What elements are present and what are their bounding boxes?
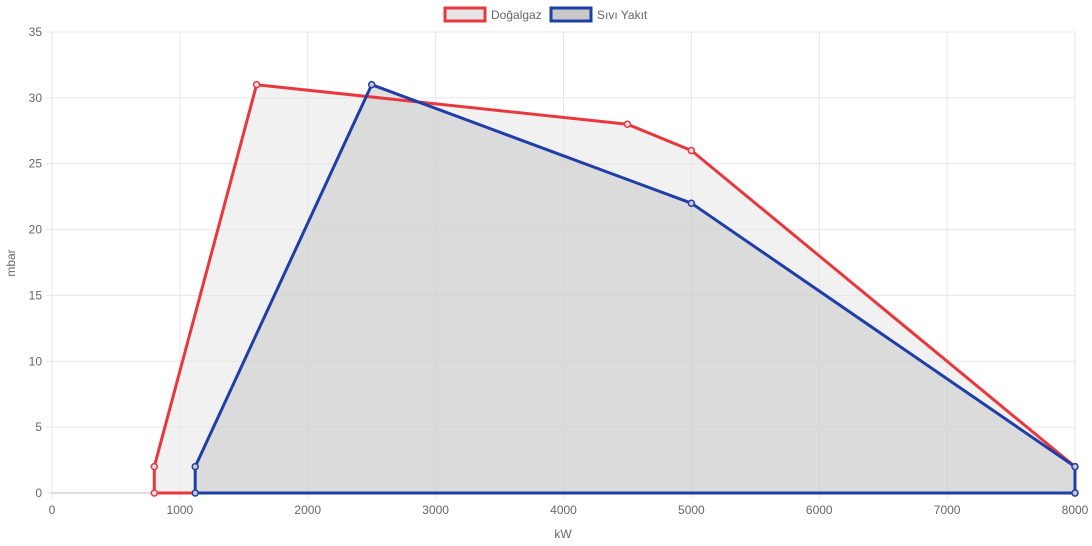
x-axis-title: kW [554,527,572,541]
y-tick-label: 20 [29,223,43,237]
x-tick-labels: 0 1000 2000 3000 4000 5000 6000 7000 8000 [49,503,1089,517]
series-fill-sivi-yakit [195,84,1075,493]
x-tick-label: 4000 [550,503,577,517]
y-axis-title: mbar [4,249,18,276]
x-tick-label: 6000 [806,503,833,517]
y-tick-label: 25 [29,157,43,171]
y-tick-label: 0 [35,486,42,500]
x-tick-label: 1000 [167,503,194,517]
legend-label-sivi-yakit: Sıvı Yakıt [597,8,648,22]
legend-swatch-sivi-yakit [549,6,593,23]
data-point-sivi-yakit[interactable] [1071,462,1079,471]
legend-item-sivi-yakit[interactable]: Sıvı Yakıt [549,6,648,23]
data-point-sivi-yakit[interactable] [191,462,199,471]
x-tick-label: 5000 [678,503,705,517]
data-point-dogalgaz[interactable] [687,146,696,155]
legend: Doğalgaz Sıvı Yakıt [443,6,648,23]
data-point-sivi-yakit[interactable] [1071,489,1079,497]
y-tick-labels: 0 5 10 15 20 25 30 35 [29,25,43,500]
data-point-dogalgaz[interactable] [252,80,261,89]
y-tick-label: 5 [35,420,42,434]
legend-swatch-dogalgaz [443,6,487,23]
y-tick-label: 15 [29,288,43,302]
data-point-sivi-yakit[interactable] [687,199,696,207]
data-point-dogalgaz[interactable] [623,120,632,128]
data-point-dogalgaz[interactable] [150,489,159,497]
data-point-dogalgaz[interactable] [150,462,159,471]
legend-label-dogalgaz: Doğalgaz [491,8,542,22]
data-point-sivi-yakit[interactable] [367,80,376,89]
y-tick-label: 30 [29,91,43,105]
series-fills [154,84,1076,493]
x-tick-label: 7000 [934,503,961,517]
x-tick-label: 8000 [1062,503,1089,517]
series-points [150,80,1079,497]
x-tick-label: 2000 [294,503,321,517]
data-point-sivi-yakit[interactable] [191,489,199,497]
y-tick-label: 10 [29,354,43,368]
legend-item-dogalgaz[interactable]: Doğalgaz [443,6,542,23]
x-tick-label: 3000 [422,503,449,517]
x-tick-label: 0 [49,503,56,517]
y-tick-label: 35 [29,25,43,39]
